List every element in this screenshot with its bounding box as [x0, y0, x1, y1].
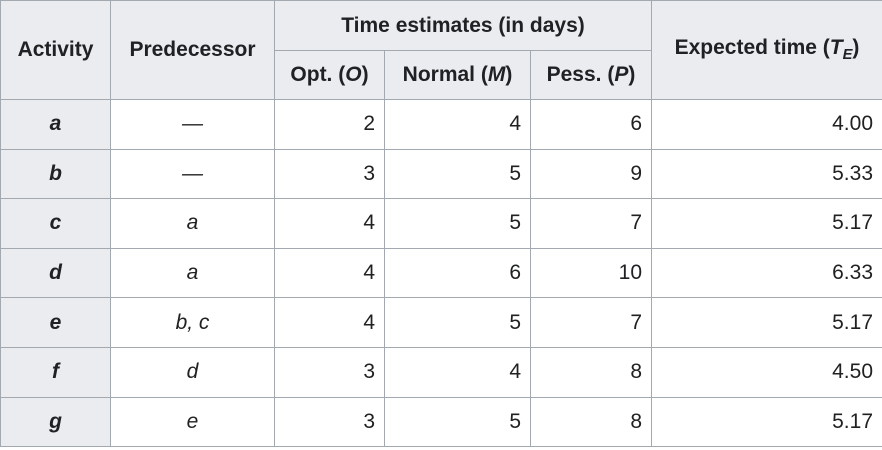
pessimistic-cell: 8: [530, 346, 652, 398]
table-row: g e 3 5 8 5.17: [0, 396, 882, 448]
activity-cell: a: [0, 99, 111, 150]
activity-cell: b: [0, 148, 111, 200]
table-row: a — 2 4 6 4.00: [0, 99, 882, 150]
header-time-estimates: Time estimates (in days): [274, 0, 652, 51]
pessimistic-cell: 8: [530, 396, 652, 448]
expected-time-cell: 5.17: [651, 396, 882, 448]
predecessor-cell: —: [110, 148, 275, 200]
normal-cell: 5: [384, 396, 531, 448]
table-row: c a 4 5 7 5.17: [0, 198, 882, 249]
activity-cell: c: [0, 198, 111, 249]
activity-cell: d: [0, 247, 111, 299]
header-activity: Activity: [0, 0, 111, 100]
predecessor-cell: —: [110, 99, 275, 150]
pessimistic-cell: 10: [530, 247, 652, 299]
expected-time-cell: 4.00: [651, 99, 882, 150]
expected-time-cell: 5.17: [651, 198, 882, 249]
expected-time-cell: 4.50: [651, 346, 882, 398]
predecessor-cell: a: [110, 198, 275, 249]
table-row: e b, c 4 5 7 5.17: [0, 297, 882, 348]
optimistic-cell: 3: [274, 396, 385, 448]
header-expected-time: Expected time (TE): [651, 0, 882, 100]
header-pessimistic: Pess. (P): [530, 50, 652, 100]
optimistic-cell: 3: [274, 346, 385, 398]
pessimistic-cell: 7: [530, 198, 652, 249]
normal-cell: 5: [384, 198, 531, 249]
activity-cell: e: [0, 297, 111, 348]
optimistic-cell: 4: [274, 297, 385, 348]
normal-cell: 4: [384, 346, 531, 398]
optimistic-cell: 2: [274, 99, 385, 150]
predecessor-cell: e: [110, 396, 275, 448]
predecessor-cell: d: [110, 346, 275, 398]
pessimistic-cell: 6: [530, 99, 652, 150]
header-row-sub: Opt. (O) Normal (M) Pess. (P): [1, 50, 882, 100]
header-row-top: Activity Predecessor Time estimates (in …: [0, 0, 882, 100]
normal-cell: 5: [384, 148, 531, 200]
predecessor-cell: b, c: [110, 297, 275, 348]
table-row: d a 4 6 10 6.33: [0, 247, 882, 299]
expected-time-cell: 5.33: [651, 148, 882, 200]
table-row: f d 3 4 8 4.50: [0, 346, 882, 398]
header-normal: Normal (M): [384, 50, 531, 100]
pessimistic-cell: 9: [530, 148, 652, 200]
header-predecessor: Predecessor: [110, 0, 275, 100]
pessimistic-cell: 7: [530, 297, 652, 348]
header-optimistic: Opt. (O): [274, 50, 385, 100]
expected-time-cell: 5.17: [651, 297, 882, 348]
normal-cell: 6: [384, 247, 531, 299]
normal-cell: 4: [384, 99, 531, 150]
normal-cell: 5: [384, 297, 531, 348]
optimistic-cell: 4: [274, 247, 385, 299]
predecessor-cell: a: [110, 247, 275, 299]
optimistic-cell: 3: [274, 148, 385, 200]
activity-cell: f: [0, 346, 111, 398]
table-row: b — 3 5 9 5.33: [0, 148, 882, 200]
activity-cell: g: [0, 396, 111, 448]
expected-time-cell: 6.33: [651, 247, 882, 299]
optimistic-cell: 4: [274, 198, 385, 249]
